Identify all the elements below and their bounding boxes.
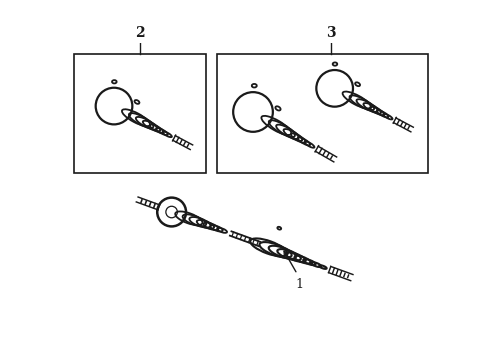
Text: 2: 2 (135, 26, 145, 40)
Text: 1: 1 (295, 278, 304, 291)
Text: 3: 3 (326, 26, 335, 40)
Bar (74, 54, 206, 174)
Bar (217, 54, 428, 174)
